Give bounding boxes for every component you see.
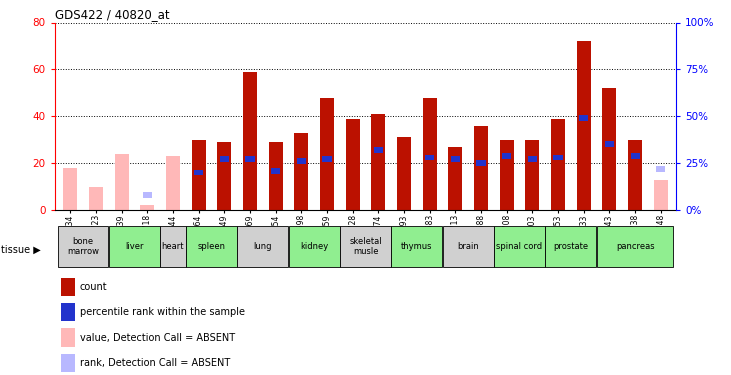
Bar xyxy=(220,156,229,162)
Bar xyxy=(602,88,616,210)
Bar xyxy=(109,226,160,267)
Bar xyxy=(474,126,488,210)
Text: GDS422 / 40820_at: GDS422 / 40820_at xyxy=(55,8,170,21)
Bar xyxy=(500,140,514,210)
Bar xyxy=(553,154,563,160)
Bar xyxy=(551,118,565,210)
Bar xyxy=(297,158,306,164)
Bar xyxy=(494,226,545,267)
Bar xyxy=(443,226,493,267)
Bar xyxy=(545,226,596,267)
Bar xyxy=(397,137,411,210)
Bar xyxy=(166,156,180,210)
Bar xyxy=(243,72,257,210)
Text: thymus: thymus xyxy=(401,242,433,251)
Text: pancreas: pancreas xyxy=(616,242,654,251)
Text: kidney: kidney xyxy=(300,242,328,251)
Bar xyxy=(61,328,75,346)
Bar xyxy=(656,166,665,172)
Bar xyxy=(271,168,280,174)
Text: value, Detection Call = ABSENT: value, Detection Call = ABSENT xyxy=(80,333,235,342)
Bar xyxy=(579,115,588,121)
Bar xyxy=(238,226,288,267)
Text: skeletal
musle: skeletal musle xyxy=(349,237,382,256)
Bar xyxy=(577,41,591,210)
Text: bone
marrow: bone marrow xyxy=(67,237,99,256)
Bar xyxy=(477,160,485,166)
Bar xyxy=(89,187,103,210)
Bar xyxy=(451,156,460,162)
Bar xyxy=(391,226,442,267)
Bar xyxy=(526,140,539,210)
Bar xyxy=(502,153,511,159)
Text: liver: liver xyxy=(125,242,144,251)
Bar xyxy=(58,226,108,267)
Bar xyxy=(115,154,129,210)
Bar xyxy=(371,114,385,210)
Bar xyxy=(289,226,340,267)
Text: percentile rank within the sample: percentile rank within the sample xyxy=(80,307,245,317)
Bar xyxy=(61,278,75,296)
Bar xyxy=(528,156,537,162)
Bar xyxy=(654,180,668,210)
Bar xyxy=(340,226,391,267)
Bar xyxy=(61,303,75,321)
Bar xyxy=(596,226,673,267)
Bar xyxy=(192,140,205,210)
Text: brain: brain xyxy=(458,242,479,251)
Bar xyxy=(160,226,186,267)
Bar xyxy=(320,98,334,210)
Bar xyxy=(295,133,308,210)
Text: rank, Detection Call = ABSENT: rank, Detection Call = ABSENT xyxy=(80,358,230,368)
Bar xyxy=(61,354,75,372)
Bar xyxy=(423,98,436,210)
Bar xyxy=(605,141,614,147)
Bar xyxy=(346,118,360,210)
Bar xyxy=(186,226,237,267)
Text: count: count xyxy=(80,282,107,292)
Bar xyxy=(268,142,283,210)
Bar xyxy=(425,154,434,160)
Text: tissue ▶: tissue ▶ xyxy=(1,244,40,254)
Bar xyxy=(322,156,332,162)
Bar xyxy=(631,153,640,159)
Bar xyxy=(194,170,203,176)
Text: lung: lung xyxy=(254,242,272,251)
Text: spinal cord: spinal cord xyxy=(496,242,542,251)
Bar xyxy=(140,206,154,210)
Bar xyxy=(246,156,254,162)
Text: prostate: prostate xyxy=(553,242,588,251)
Bar xyxy=(448,147,463,210)
Bar xyxy=(374,147,383,153)
Bar xyxy=(143,192,152,198)
Bar xyxy=(628,140,642,210)
Text: heart: heart xyxy=(162,242,184,251)
Bar xyxy=(217,142,231,210)
Bar xyxy=(63,168,77,210)
Text: spleen: spleen xyxy=(197,242,225,251)
